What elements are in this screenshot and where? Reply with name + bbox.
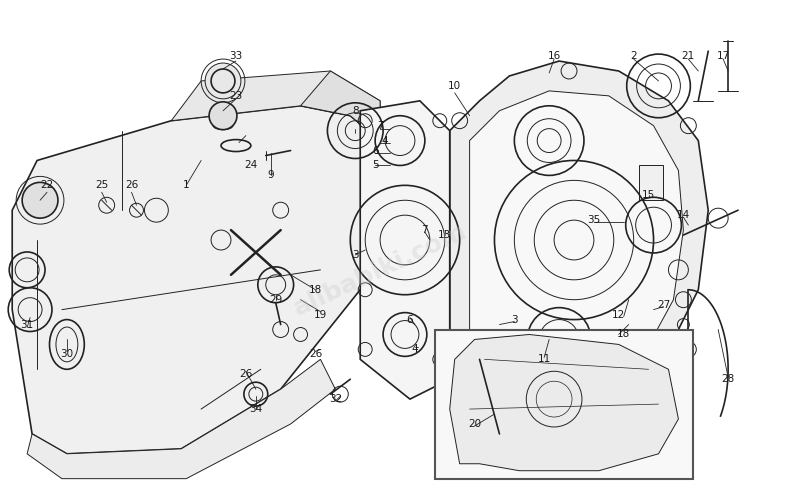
Circle shape	[209, 102, 237, 130]
Text: 13: 13	[438, 230, 451, 240]
FancyBboxPatch shape	[435, 329, 694, 479]
Text: 11: 11	[538, 354, 551, 365]
Text: 23: 23	[230, 91, 242, 101]
Text: 35: 35	[587, 215, 601, 225]
Text: 9: 9	[267, 171, 274, 180]
Polygon shape	[301, 71, 380, 141]
Polygon shape	[360, 101, 450, 399]
Text: 8: 8	[352, 106, 358, 116]
Text: 33: 33	[230, 51, 242, 61]
Text: 22: 22	[40, 180, 54, 190]
Text: 3: 3	[511, 315, 518, 324]
Text: 6: 6	[372, 146, 378, 155]
Text: 2: 2	[630, 51, 637, 61]
Text: 15: 15	[642, 190, 655, 200]
Polygon shape	[27, 359, 335, 479]
Circle shape	[22, 182, 58, 218]
Text: 28: 28	[722, 374, 734, 384]
Text: 21: 21	[682, 51, 695, 61]
Circle shape	[205, 63, 241, 99]
Text: 18: 18	[309, 285, 322, 295]
Polygon shape	[12, 106, 380, 454]
Polygon shape	[450, 61, 708, 409]
Text: 26: 26	[309, 349, 322, 359]
Text: 29: 29	[269, 294, 282, 305]
Text: 14: 14	[677, 210, 690, 220]
Text: 7: 7	[422, 225, 428, 235]
Polygon shape	[450, 335, 678, 471]
Text: 5: 5	[372, 160, 378, 171]
Text: alibabiki.com: alibabiki.com	[290, 219, 470, 320]
Text: 32: 32	[329, 394, 342, 404]
Text: 24: 24	[244, 160, 258, 171]
Text: 26: 26	[239, 369, 253, 379]
Text: 19: 19	[314, 310, 327, 319]
Text: 25: 25	[95, 180, 108, 190]
Bar	[638, 166, 663, 200]
Polygon shape	[470, 91, 683, 389]
Text: 16: 16	[547, 51, 561, 61]
Text: 20: 20	[468, 419, 481, 429]
Text: 4: 4	[382, 136, 388, 146]
Text: 17: 17	[717, 51, 730, 61]
Text: 34: 34	[249, 404, 262, 414]
Text: 30: 30	[60, 349, 74, 359]
Polygon shape	[171, 71, 380, 141]
Text: 10: 10	[448, 81, 462, 91]
Text: 27: 27	[657, 300, 670, 310]
Text: 3: 3	[352, 250, 358, 260]
Text: 1: 1	[183, 180, 190, 190]
Text: 12: 12	[612, 310, 626, 319]
Text: 7: 7	[377, 121, 383, 131]
Text: 18: 18	[617, 329, 630, 340]
Text: 4: 4	[412, 344, 418, 354]
Text: 26: 26	[125, 180, 138, 190]
Text: 6: 6	[406, 315, 414, 324]
Text: 31: 31	[21, 319, 34, 330]
